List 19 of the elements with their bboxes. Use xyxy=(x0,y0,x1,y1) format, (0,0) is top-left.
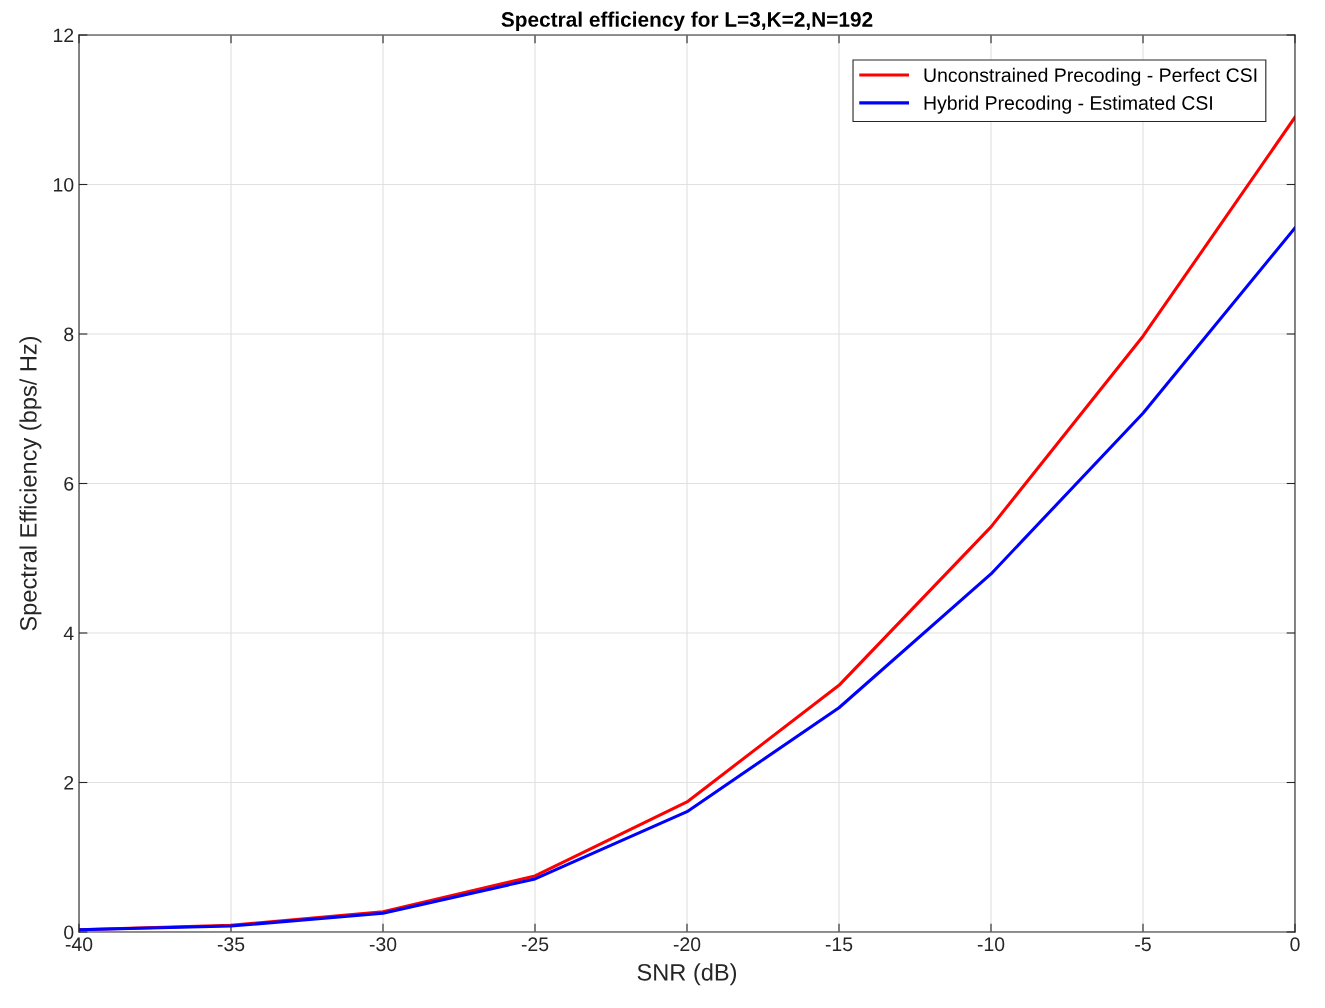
y-tick-label: 12 xyxy=(54,28,74,43)
y-tick-label: 4 xyxy=(63,626,74,641)
x-tick-label: -15 xyxy=(825,937,853,952)
x-axis-title: SNR (dB) xyxy=(637,963,737,986)
y-axis-title: Spectral Efficiency (bps/ Hz) xyxy=(19,336,42,631)
legend-label: Unconstrained Precoding - Perfect CSI xyxy=(924,67,1257,86)
x-tick-label: -20 xyxy=(673,937,701,952)
legend-label: Hybrid Precoding - Estimated CSI xyxy=(924,95,1212,114)
x-tick-label: -35 xyxy=(217,937,245,952)
y-tick-label: 6 xyxy=(64,476,74,491)
x-tick-label: -5 xyxy=(1135,937,1151,952)
y-tick-label: 10 xyxy=(54,177,74,192)
y-tick-label: 8 xyxy=(64,327,74,342)
x-tick-label: 0 xyxy=(1290,937,1300,952)
chart-title: Spectral efficiency for L=3,K=2,N=192 xyxy=(501,11,873,31)
x-tick-label: -10 xyxy=(977,937,1005,952)
y-tick-label: 2 xyxy=(64,775,74,790)
x-tick-label: -30 xyxy=(369,937,397,952)
x-tick-label: -25 xyxy=(521,937,549,952)
